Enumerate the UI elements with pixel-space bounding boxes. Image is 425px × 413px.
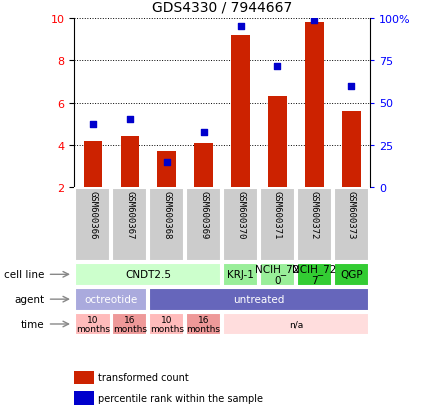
- Bar: [121, 137, 139, 188]
- Text: 16
months: 16 months: [113, 315, 147, 334]
- Bar: [74, 371, 94, 384]
- Text: GSM600368: GSM600368: [162, 190, 171, 238]
- Text: GSM600369: GSM600369: [199, 190, 208, 238]
- Bar: [157, 152, 176, 188]
- Text: octreotide: octreotide: [85, 294, 138, 304]
- Text: GSM600370: GSM600370: [236, 190, 245, 238]
- Bar: [194, 143, 213, 188]
- Bar: [223, 313, 369, 336]
- Bar: [223, 263, 258, 286]
- Bar: [75, 263, 221, 286]
- Bar: [186, 189, 221, 261]
- Bar: [149, 288, 369, 311]
- Bar: [260, 263, 295, 286]
- Bar: [297, 263, 332, 286]
- Text: percentile rank within the sample: percentile rank within the sample: [98, 393, 263, 403]
- Bar: [112, 313, 147, 336]
- Point: [163, 159, 170, 166]
- Bar: [75, 313, 110, 336]
- Text: n/a: n/a: [289, 320, 303, 329]
- Point: [200, 130, 207, 136]
- Text: agent: agent: [14, 294, 45, 304]
- Text: cell line: cell line: [4, 270, 45, 280]
- Title: GDS4330 / 7944667: GDS4330 / 7944667: [152, 1, 292, 14]
- Text: 16
months: 16 months: [187, 315, 221, 334]
- Bar: [260, 189, 295, 261]
- Text: time: time: [21, 319, 45, 329]
- Bar: [186, 313, 221, 336]
- Text: untreated: untreated: [233, 294, 285, 304]
- Point: [348, 83, 355, 90]
- Point: [126, 117, 133, 123]
- Text: GSM600366: GSM600366: [88, 190, 97, 238]
- Text: NCIH_72
7: NCIH_72 7: [292, 264, 337, 285]
- Text: QGP: QGP: [340, 270, 363, 280]
- Bar: [84, 141, 102, 188]
- Bar: [231, 36, 250, 188]
- Bar: [334, 263, 369, 286]
- Bar: [297, 189, 332, 261]
- Bar: [74, 392, 94, 405]
- Text: CNDT2.5: CNDT2.5: [125, 270, 171, 280]
- Bar: [112, 189, 147, 261]
- Bar: [342, 112, 360, 188]
- Text: KRJ-1: KRJ-1: [227, 270, 254, 280]
- Text: GSM600371: GSM600371: [273, 190, 282, 238]
- Bar: [149, 313, 184, 336]
- Point: [237, 24, 244, 31]
- Text: 10
months: 10 months: [150, 315, 184, 334]
- Text: GSM600367: GSM600367: [125, 190, 134, 238]
- Point: [311, 17, 318, 24]
- Point: [274, 64, 281, 71]
- Bar: [76, 189, 110, 261]
- Bar: [334, 189, 368, 261]
- Text: NCIH_72
0: NCIH_72 0: [255, 264, 300, 285]
- Text: transformed count: transformed count: [98, 373, 189, 382]
- Bar: [149, 189, 184, 261]
- Bar: [268, 97, 287, 188]
- Bar: [305, 23, 323, 188]
- Text: GSM600373: GSM600373: [347, 190, 356, 238]
- Bar: [75, 288, 147, 311]
- Bar: [223, 189, 258, 261]
- Text: 10
months: 10 months: [76, 315, 110, 334]
- Text: GSM600372: GSM600372: [310, 190, 319, 238]
- Point: [89, 121, 96, 128]
